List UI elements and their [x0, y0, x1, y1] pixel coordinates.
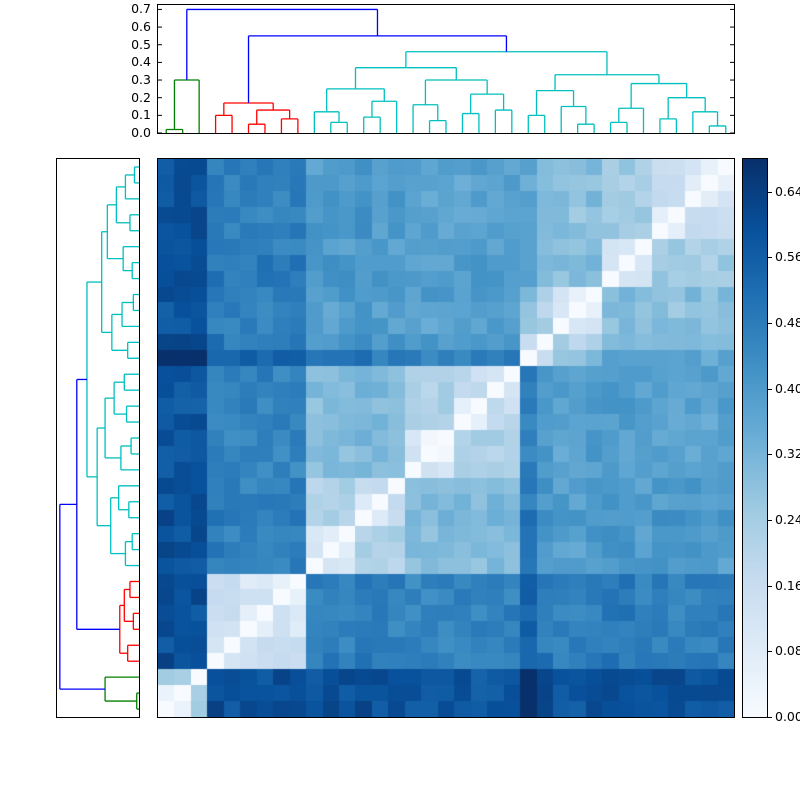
dendrogram-y-tick-label: 0.5 — [131, 36, 151, 52]
colorbar-tick-mark — [768, 454, 772, 455]
left-dendrogram-panel — [56, 158, 140, 718]
colorbar-tick-mark — [768, 651, 772, 652]
heatmap-panel — [157, 158, 735, 718]
distance-matrix-heatmap — [158, 159, 734, 717]
dendrogram-y-tick-label: 0.4 — [131, 54, 151, 70]
dendrogram-y-tick-label: 0.3 — [131, 71, 151, 87]
dendrogram-y-tick-label: 0.6 — [131, 18, 151, 34]
left-dendrogram — [59, 166, 139, 710]
colorbar-tick-mark — [768, 586, 772, 587]
dendrogram-y-tick-label: 0.7 — [131, 1, 151, 17]
colorbar-panel — [742, 158, 768, 718]
colorbar-tick-label: 0.00 — [775, 708, 800, 724]
dendrogram-y-tick-label: 0.2 — [131, 89, 151, 105]
colorbar-tick-label: 0.32 — [775, 446, 800, 462]
colorbar-tick-mark — [768, 389, 772, 390]
dendrogram-y-tick-label: 0.1 — [131, 107, 151, 123]
colorbar-tick-mark — [768, 323, 772, 324]
top-dendrogram-panel — [157, 4, 735, 134]
colorbar-tick-mark — [768, 520, 772, 521]
dendrogram-y-tick-label: 0.0 — [131, 124, 151, 140]
colorbar-tick-label: 0.48 — [775, 314, 800, 330]
colorbar-tick-mark — [768, 257, 772, 258]
colorbar-gradient — [743, 159, 767, 717]
colorbar-tick-label: 0.56 — [775, 249, 800, 265]
colorbar-tick-mark — [768, 192, 772, 193]
colorbar-tick-label: 0.24 — [775, 511, 800, 527]
colorbar-tick-label: 0.40 — [775, 380, 800, 396]
colorbar-tick-label: 0.08 — [775, 643, 800, 659]
colorbar-tick-mark — [768, 717, 772, 718]
colorbar-tick-label: 0.16 — [775, 577, 800, 593]
colorbar-tick-label: 0.64 — [775, 183, 800, 199]
top-dendrogram — [158, 8, 734, 133]
